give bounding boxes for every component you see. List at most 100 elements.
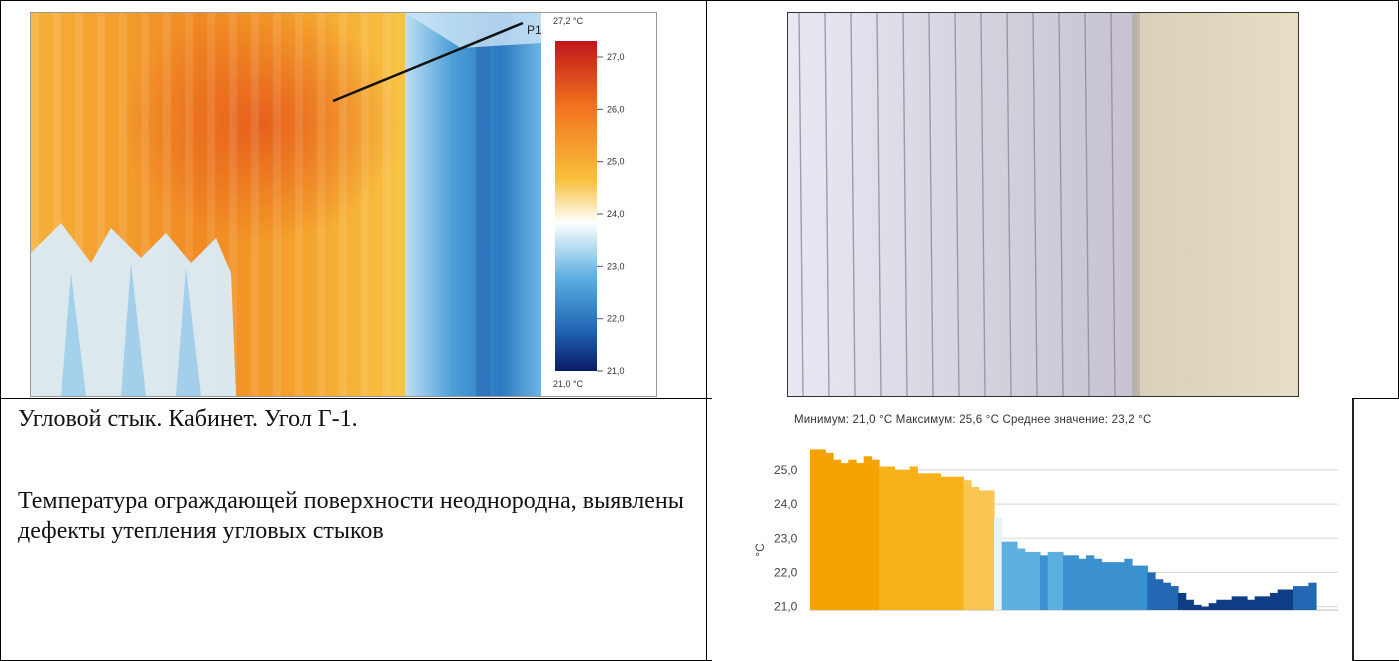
profile-bar: [925, 473, 934, 610]
profile-bar: [1078, 558, 1087, 610]
blind-slat: [928, 12, 934, 397]
profile-bar: [1254, 596, 1263, 610]
y-tick-label: 21,0: [774, 600, 798, 614]
profile-bar: [817, 449, 826, 610]
profile-bar: [1147, 572, 1156, 610]
profile-bar: [1055, 551, 1064, 610]
profile-bar: [1208, 603, 1217, 610]
room-photo: [787, 12, 1299, 397]
scale-top-label: 27,2 °C: [553, 16, 584, 26]
profile-bar: [886, 466, 895, 610]
blind-slat: [1084, 12, 1090, 397]
profile-bar: [1170, 586, 1179, 610]
profile-bar: [1086, 555, 1095, 610]
blind-slat: [980, 12, 986, 397]
profile-bar: [971, 487, 980, 610]
scale-tick-label: 26,0: [607, 104, 625, 114]
room-photo-svg: [787, 12, 1299, 397]
profile-bar: [1024, 551, 1033, 610]
profile-bar: [963, 480, 972, 610]
profile-bar: [917, 473, 926, 610]
profile-bar: [871, 459, 880, 610]
blind-slat: [1006, 12, 1012, 397]
blind-slat: [876, 12, 882, 397]
table-cell-thermal: [0, 0, 707, 399]
profile-bar: [1040, 555, 1049, 610]
profile-chart-svg: 25,0 24,0 23,0 22,0 21,0 °C: [753, 449, 1338, 614]
profile-bar: [948, 476, 957, 610]
blind-slat: [1110, 12, 1116, 397]
blind-slat: [1058, 12, 1064, 397]
profile-bar: [833, 459, 842, 610]
profile-bar: [1116, 562, 1125, 610]
profile-bar: [1247, 599, 1256, 610]
profile-bar: [1109, 562, 1118, 610]
profile-bar: [1063, 555, 1072, 610]
y-tick-label: 25,0: [774, 463, 798, 477]
profile-bar: [1101, 562, 1110, 610]
profile-bar: [1293, 586, 1302, 610]
vertical-blinds: [798, 12, 1116, 397]
y-axis-label: °C: [753, 543, 767, 557]
profile-bar: [856, 463, 865, 610]
profile-bar: [1231, 596, 1240, 610]
profile-line: [332, 21, 524, 103]
profile-bar: [810, 449, 819, 610]
blind-slat: [798, 12, 804, 397]
profile-bar: [940, 476, 949, 610]
profile-bar: [879, 466, 888, 610]
blind-slat: [954, 12, 960, 397]
profile-bar: [1093, 558, 1102, 610]
thermal-image: P1 27,2 °C 21,0 °C 27,0 26,0 25,0 24,0 23,0 2…: [30, 12, 657, 397]
profile-bar: [1270, 592, 1279, 610]
profile-bar: [1009, 541, 1018, 610]
profile-bar: [909, 466, 918, 610]
profile-bar: [1216, 599, 1225, 610]
thermal-image-svg: P1 27,2 °C 21,0 °C 27,026,025,024,023,02…: [31, 13, 656, 396]
chart-frame-right-edge: [1352, 399, 1354, 661]
profile-bar: [955, 476, 964, 610]
photo-caption-title: Угловой стык. Кабинет. Угол Г-1.: [18, 406, 358, 432]
profile-bar: [1285, 589, 1294, 610]
profile-bar: [863, 456, 872, 610]
profile-bar: [902, 469, 911, 610]
scale-tick-label: 22,0: [607, 314, 625, 324]
profile-bar: [1047, 551, 1056, 610]
marker-label: P1: [527, 23, 542, 37]
profile-bar: [1132, 565, 1141, 610]
color-scale-bar: [555, 41, 597, 371]
blind-slat: [824, 12, 830, 397]
profile-bar: [1185, 599, 1194, 610]
blind-slat: [902, 12, 908, 397]
profile-bar: [978, 490, 987, 610]
profile-bar: [1155, 579, 1164, 610]
y-tick-label: 23,0: [774, 531, 798, 545]
profile-bar: [1201, 606, 1210, 610]
profile-bar: [1308, 582, 1317, 610]
profile-bar: [986, 490, 995, 610]
profile-bar: [840, 463, 849, 610]
profile-bar: [994, 517, 1003, 610]
blind-slat: [850, 12, 856, 397]
profile-bar: [1124, 558, 1133, 610]
profile-bar: [1162, 582, 1171, 610]
profile-bar: [1224, 599, 1233, 610]
y-tick-label: 22,0: [774, 565, 798, 579]
profile-bar: [1193, 604, 1202, 610]
profile-bar: [1262, 596, 1271, 610]
profile-bar: [1032, 551, 1041, 610]
chart-stats: Минимум: 21,0 °C Максимум: 25,6 °C Средн…: [794, 414, 1152, 426]
profile-bar: [932, 473, 941, 610]
scale-tick-label: 21,0: [607, 366, 625, 376]
profile-bar: [1001, 541, 1010, 610]
profile-bar: [1178, 592, 1187, 610]
profile-bar: [825, 452, 834, 610]
profile-bar: [1139, 565, 1148, 610]
scale-ticks: 27,0 26,0 25,0 24,0 23,0 22,0 21,0: [597, 52, 625, 376]
profile-bar: [1070, 555, 1079, 610]
profile-bar: [1017, 548, 1026, 610]
scale-tick-label: 25,0: [607, 157, 625, 167]
profile-bar: [1277, 589, 1286, 610]
blind-slat: [1032, 12, 1038, 397]
scale-tick-label: 24,0: [607, 209, 625, 219]
